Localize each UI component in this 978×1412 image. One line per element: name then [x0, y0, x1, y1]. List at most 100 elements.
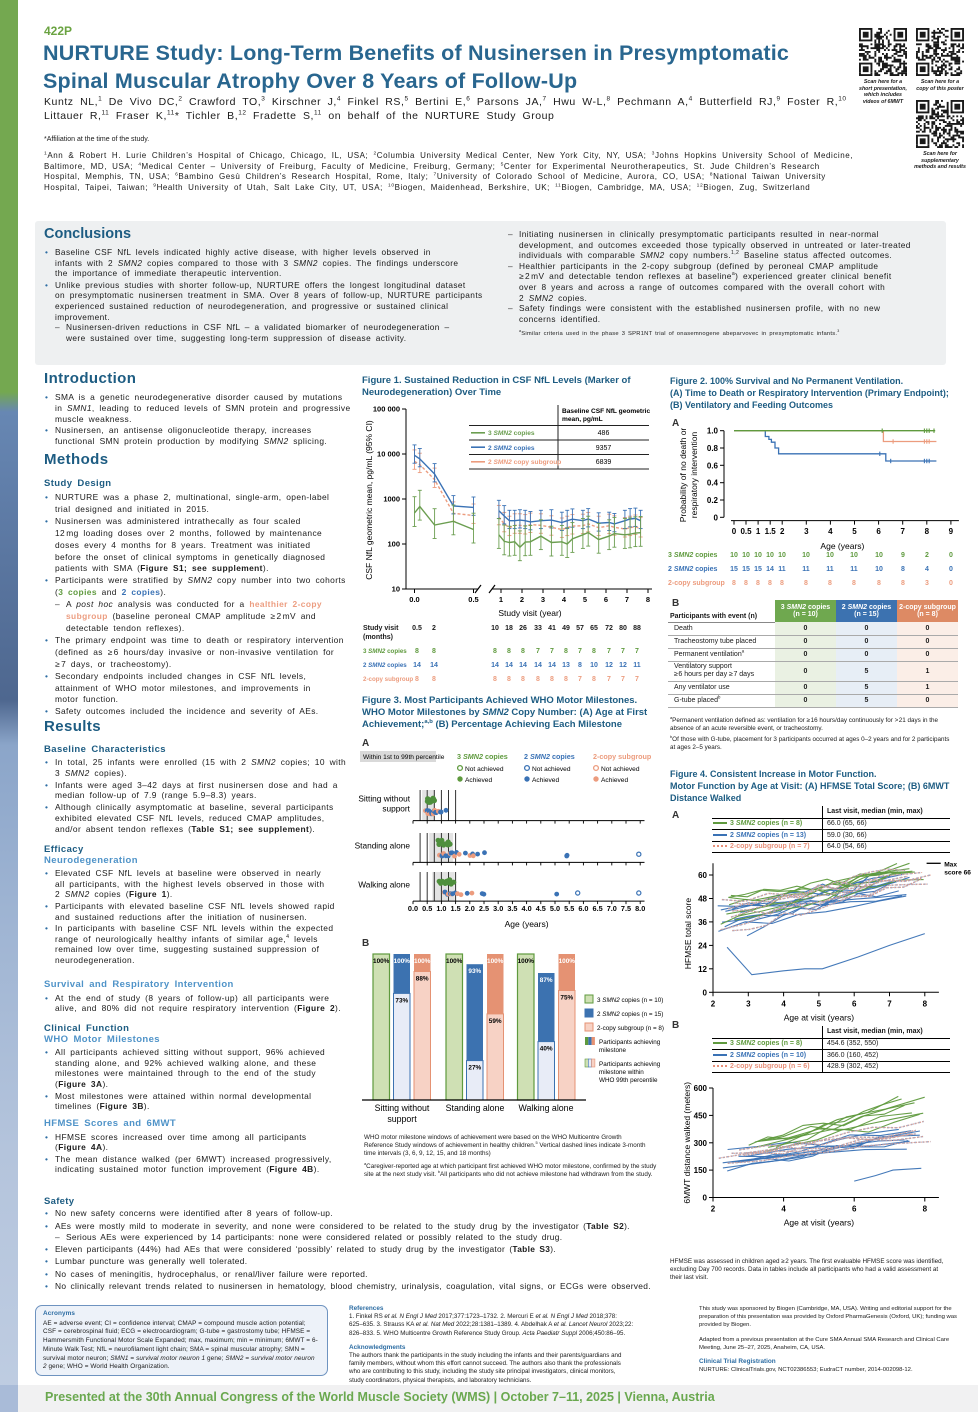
svg-text:8: 8	[925, 527, 930, 536]
svg-text:2: 2	[711, 999, 716, 1008]
svg-text:milestone: milestone	[599, 1047, 626, 1054]
svg-text:Within 1st to 99th percentile: Within 1st to 99th percentile	[363, 754, 445, 761]
svg-text:10: 10	[392, 585, 400, 594]
svg-text:Participants achieving: Participants achieving	[599, 1039, 661, 1046]
svg-text:0: 0	[714, 513, 719, 522]
svg-text:Not achieved: Not achieved	[465, 766, 504, 773]
svg-text:6: 6	[852, 1205, 857, 1214]
svg-text:40%: 40%	[540, 1046, 553, 1053]
svg-text:7: 7	[887, 999, 892, 1008]
svg-text:450: 450	[694, 1111, 708, 1120]
svg-text:3.5: 3.5	[507, 904, 517, 913]
svg-text:respiratory intervention: respiratory intervention	[689, 432, 699, 519]
svg-text:Sitting without: Sitting without	[375, 1103, 430, 1113]
svg-text:5: 5	[852, 527, 857, 536]
svg-text:Achieved: Achieved	[532, 777, 559, 784]
svg-text:24: 24	[698, 941, 707, 950]
svg-text:2 SMN2 copies: 2 SMN2 copies	[488, 445, 535, 452]
svg-text:1: 1	[756, 527, 761, 536]
svg-text:73%: 73%	[395, 997, 408, 1004]
svg-text:mean, pg/mL: mean, pg/mL	[562, 416, 603, 423]
svg-text:Achieved: Achieved	[465, 777, 492, 784]
svg-text:4: 4	[781, 999, 786, 1008]
svg-text:Standing alone: Standing alone	[355, 841, 411, 851]
svg-text:1.0: 1.0	[436, 904, 446, 913]
svg-text:8: 8	[923, 999, 928, 1008]
svg-text:7.0: 7.0	[607, 904, 617, 913]
svg-text:8: 8	[646, 595, 650, 604]
svg-text:0.5: 0.5	[422, 904, 432, 913]
svg-text:48: 48	[698, 895, 707, 904]
svg-text:150: 150	[694, 1166, 708, 1175]
svg-text:support: support	[387, 1114, 417, 1124]
svg-text:Study visit (year): Study visit (year)	[498, 608, 561, 618]
svg-text:8: 8	[923, 1205, 928, 1214]
svg-text:0: 0	[732, 527, 737, 536]
svg-text:Standing alone: Standing alone	[446, 1103, 505, 1113]
svg-text:2: 2	[520, 595, 524, 604]
svg-text:4: 4	[562, 595, 567, 604]
svg-text:6: 6	[604, 595, 608, 604]
svg-text:3: 3	[541, 595, 545, 604]
svg-text:486: 486	[598, 430, 610, 437]
svg-text:27%: 27%	[468, 1065, 481, 1072]
svg-text:75%: 75%	[560, 995, 573, 1002]
svg-text:93%: 93%	[468, 968, 481, 975]
svg-text:2-copy subgroup: 2-copy subgroup	[593, 752, 652, 761]
svg-text:100%: 100%	[373, 958, 390, 965]
svg-text:2.5: 2.5	[479, 904, 489, 913]
svg-text:HFMSE total score: HFMSE total score	[683, 898, 693, 970]
svg-text:3.0: 3.0	[493, 904, 503, 913]
svg-text:2.0: 2.0	[465, 904, 475, 913]
svg-text:4: 4	[781, 1205, 786, 1214]
svg-text:7: 7	[900, 527, 905, 536]
svg-text:0.2: 0.2	[707, 496, 719, 505]
svg-text:1000: 1000	[383, 495, 400, 504]
svg-text:1.5: 1.5	[765, 527, 777, 536]
svg-text:7: 7	[625, 595, 629, 604]
svg-text:87%: 87%	[540, 977, 553, 984]
svg-text:Sitting without: Sitting without	[358, 793, 410, 803]
svg-text:0.0: 0.0	[408, 904, 418, 913]
svg-text:59%: 59%	[489, 1018, 502, 1025]
svg-text:100 000: 100 000	[373, 405, 400, 414]
svg-text:6: 6	[852, 999, 857, 1008]
svg-text:36: 36	[698, 918, 707, 927]
svg-text:3 SMN2 copies: 3 SMN2 copies	[488, 430, 535, 437]
svg-text:88%: 88%	[416, 976, 429, 983]
svg-text:Walking alone: Walking alone	[519, 1103, 574, 1113]
svg-text:100: 100	[387, 540, 400, 549]
svg-text:6.0: 6.0	[578, 904, 588, 913]
svg-text:CSF NfL geometric mean, pg/mL: CSF NfL geometric mean, pg/mL (95% CI)	[364, 420, 374, 580]
svg-text:100%: 100%	[518, 958, 535, 965]
svg-text:2 SMN2 copies (n = 15): 2 SMN2 copies (n = 15)	[597, 1011, 663, 1018]
svg-text:Not achieved: Not achieved	[532, 766, 571, 773]
svg-text:12: 12	[698, 965, 707, 974]
svg-text:Probability of no death or: Probability of no death or	[678, 428, 688, 523]
svg-text:4.0: 4.0	[522, 904, 532, 913]
svg-text:10 000: 10 000	[377, 450, 400, 459]
svg-text:2-copy subgroup (n = 8): 2-copy subgroup (n = 8)	[597, 1025, 664, 1032]
svg-text:Not achieved: Not achieved	[601, 766, 640, 773]
svg-text:4.5: 4.5	[536, 904, 546, 913]
svg-text:6MWT distance walked (meters): 6MWT distance walked (meters)	[682, 1082, 692, 1204]
svg-text:Baseline CSF NfL geometric: Baseline CSF NfL geometric	[562, 408, 651, 415]
svg-text:8.0: 8.0	[635, 904, 645, 913]
svg-text:0.4: 0.4	[707, 479, 719, 488]
svg-text:100%: 100%	[559, 958, 576, 965]
svg-text:100%: 100%	[487, 958, 504, 965]
svg-text:1: 1	[499, 595, 503, 604]
svg-text:6.5: 6.5	[593, 904, 603, 913]
svg-text:7.5: 7.5	[621, 904, 631, 913]
svg-text:Age at visit (years): Age at visit (years)	[784, 1012, 855, 1022]
svg-text:5.5: 5.5	[564, 904, 574, 913]
svg-text:support: support	[382, 803, 410, 813]
svg-text:0: 0	[703, 988, 708, 997]
svg-text:Achieved: Achieved	[601, 777, 628, 784]
svg-text:100%: 100%	[414, 958, 431, 965]
svg-text:1.5: 1.5	[451, 904, 461, 913]
svg-text:5: 5	[817, 999, 822, 1008]
svg-text:1.0: 1.0	[707, 427, 719, 436]
svg-text:4: 4	[828, 527, 833, 536]
svg-text:0.8: 0.8	[707, 444, 719, 453]
